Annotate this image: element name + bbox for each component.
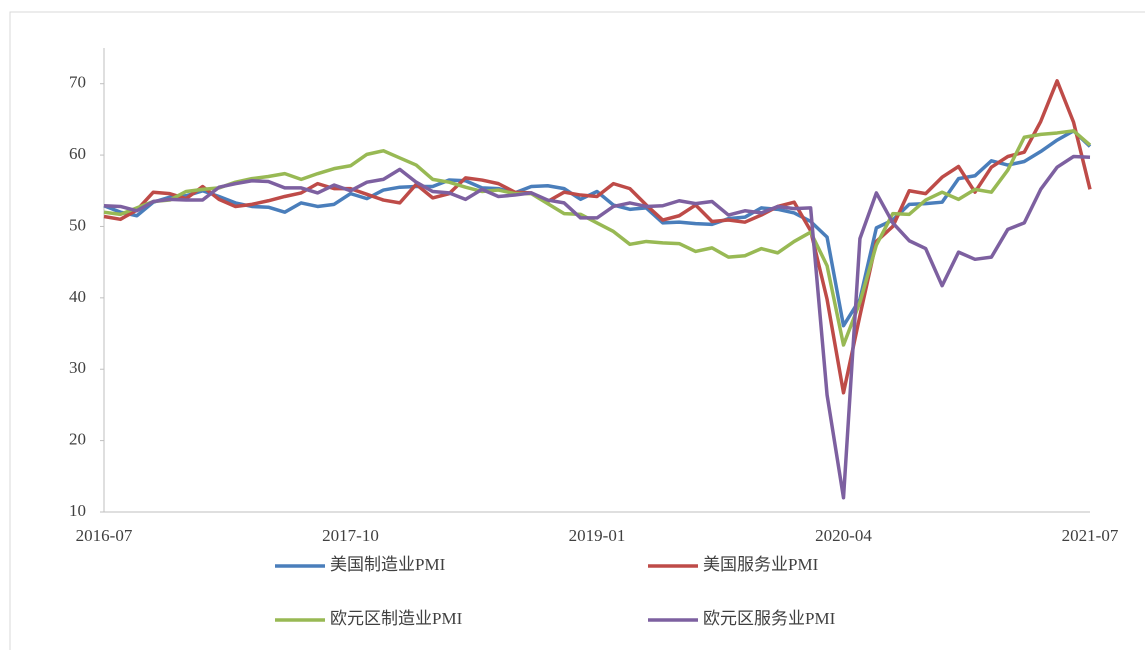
x-tick-label: 2021-07 bbox=[1062, 526, 1119, 545]
series-line bbox=[103, 154, 1091, 500]
x-tick-label: 2017-10 bbox=[322, 526, 379, 545]
y-tick-label: 10 bbox=[69, 501, 86, 520]
series-line bbox=[103, 129, 1092, 347]
legend-label: 欧元区服务业PMI bbox=[703, 609, 836, 628]
x-tick-label: 2016-07 bbox=[76, 526, 133, 545]
y-tick-label: 70 bbox=[69, 73, 86, 92]
series-line bbox=[103, 129, 1092, 328]
y-tick-label: 20 bbox=[69, 430, 86, 449]
y-tick-label: 30 bbox=[69, 358, 86, 377]
legend-label: 欧元区制造业PMI bbox=[330, 609, 463, 628]
y-tick-label: 50 bbox=[69, 215, 86, 234]
legend-label: 美国服务业PMI bbox=[703, 555, 819, 574]
series-line bbox=[103, 79, 1092, 395]
x-tick-label: 2020-04 bbox=[815, 526, 872, 545]
x-tick-label: 2019-01 bbox=[569, 526, 626, 545]
y-tick-label: 40 bbox=[69, 287, 86, 306]
legend-label: 美国制造业PMI bbox=[330, 555, 446, 574]
chart-frame bbox=[9, 11, 1145, 655]
y-tick-label: 60 bbox=[69, 144, 86, 163]
